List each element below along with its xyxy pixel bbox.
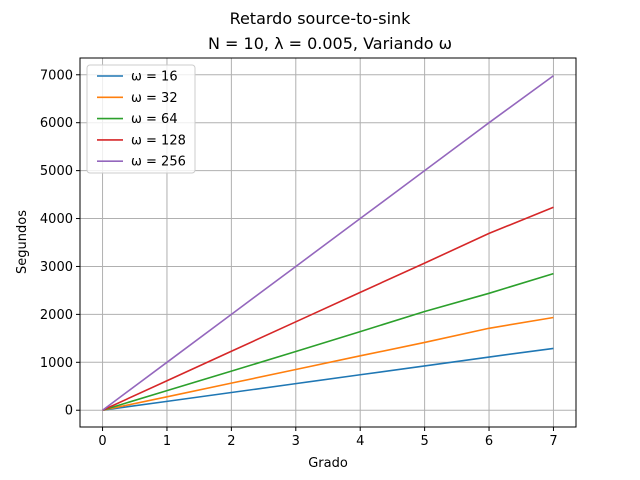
- x-axis-label: Grado: [308, 456, 348, 471]
- legend-frame: [86, 64, 196, 174]
- x-tick-label: 4: [356, 434, 364, 449]
- chart-title: Retardo source-to-sink: [230, 9, 412, 28]
- plot-area-frame: [79, 57, 577, 428]
- x-tick-label: 3: [292, 434, 300, 449]
- axis-ticks: 0 1 2 3 4 5 6 7 0 1000 2000 3000 4000 5000 6000 7000: [40, 68, 558, 449]
- x-tick-label: 5: [420, 434, 428, 449]
- y-tick-label: 0: [65, 404, 73, 419]
- x-tick-label: 2: [227, 434, 235, 449]
- grid: [80, 58, 576, 427]
- chart-subtitle: N = 10, λ = 0.005, Variando ω: [208, 34, 452, 53]
- y-tick-label: 1000: [40, 356, 73, 371]
- x-tick-label: 1: [163, 434, 171, 449]
- series-line-1: [102, 347, 554, 412]
- y-tick-label: 4000: [40, 212, 73, 227]
- x-tick-label: 7: [549, 434, 557, 449]
- legend-label-2: ω = 32: [131, 91, 178, 106]
- legend-label-5: ω = 256: [131, 155, 186, 170]
- series-line-2: [102, 316, 554, 412]
- series-line-3: [102, 272, 554, 411]
- series-line-4: [102, 206, 554, 411]
- y-tick-label: 7000: [40, 68, 73, 83]
- y-axis-label: Segundos: [15, 210, 30, 274]
- legend-label-1: ω = 16: [131, 70, 178, 85]
- y-tick-label: 5000: [40, 164, 73, 179]
- x-tick-label: 0: [98, 434, 106, 449]
- x-tick-label: 6: [485, 434, 493, 449]
- legend-label-4: ω = 128: [131, 133, 186, 148]
- legend: ω = 16 ω = 32 ω = 64 ω = 128 ω = 256: [86, 64, 196, 174]
- y-tick-label: 3000: [40, 260, 73, 275]
- y-tick-label: 6000: [40, 116, 73, 131]
- series-lines: [102, 75, 554, 412]
- legend-label-3: ω = 64: [131, 112, 178, 127]
- y-tick-label: 2000: [40, 308, 73, 323]
- series-line-5: [102, 75, 554, 411]
